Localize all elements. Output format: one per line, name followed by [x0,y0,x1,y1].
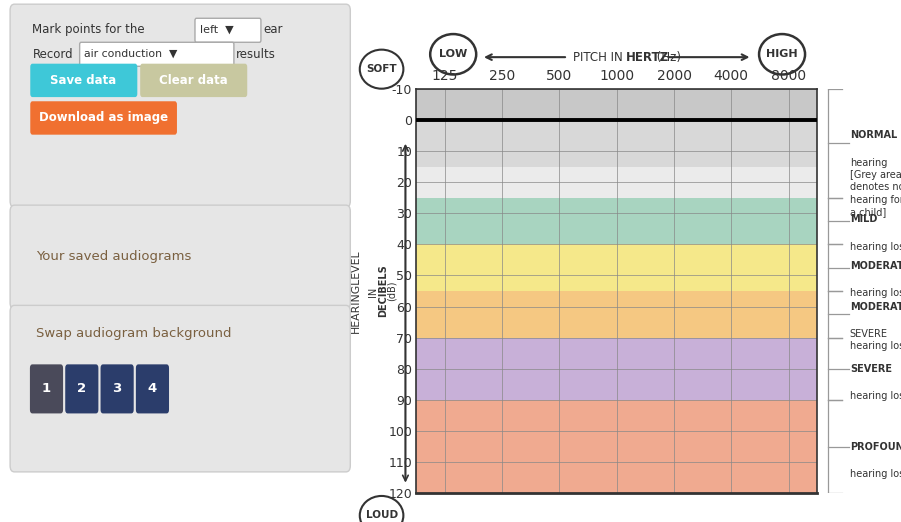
Text: Swap audiogram background: Swap audiogram background [36,327,232,339]
Text: hearing loss: hearing loss [850,242,901,252]
Bar [416,167,817,198]
Text: Record: Record [32,48,73,61]
Text: HERTZ: HERTZ [626,51,669,64]
FancyBboxPatch shape [65,364,98,413]
FancyBboxPatch shape [136,364,169,413]
Text: SOFT: SOFT [367,64,396,74]
FancyBboxPatch shape [101,364,133,413]
Text: MODERATE: MODERATE [850,261,901,271]
Text: air conduction  ▼: air conduction ▼ [84,49,177,59]
FancyBboxPatch shape [10,305,350,472]
Text: 2: 2 [77,383,86,395]
Text: LOUD: LOUD [366,511,397,520]
Text: Mark points for the: Mark points for the [32,23,145,36]
Text: LOW: LOW [439,49,468,60]
FancyBboxPatch shape [79,42,234,66]
Text: NORMAL: NORMAL [850,130,897,140]
Text: Clear data: Clear data [159,74,228,87]
Text: hearing loss: hearing loss [850,469,901,479]
Text: (dB): (dB) [387,281,397,301]
FancyBboxPatch shape [30,364,63,413]
Text: IN: IN [369,284,379,298]
Text: 1: 1 [42,383,51,395]
Text: SEVERE: SEVERE [850,364,892,374]
Text: 3: 3 [113,383,122,395]
Text: SEVERE
hearing loss: SEVERE hearing loss [850,329,901,351]
FancyBboxPatch shape [10,205,350,309]
FancyBboxPatch shape [31,64,137,97]
FancyBboxPatch shape [31,101,177,135]
Text: MODERATELY: MODERATELY [850,302,901,312]
Bar [416,89,817,120]
Text: (Hz): (Hz) [653,51,681,64]
Text: left  ▼: left ▼ [200,25,234,35]
Text: ear: ear [263,23,283,36]
Text: hearing
[Grey area
denotes normal
hearing for
a child]: hearing [Grey area denotes normal hearin… [850,158,901,217]
Bar [416,198,817,244]
Text: MILD: MILD [850,215,878,224]
Text: hearing loss: hearing loss [850,288,901,299]
Bar [416,244,817,291]
Bar [416,120,817,167]
Text: HIGH: HIGH [766,49,798,60]
Text: PROFOUND: PROFOUND [850,442,901,452]
Text: Your saved audiograms: Your saved audiograms [36,251,191,263]
Bar [416,338,817,400]
FancyBboxPatch shape [141,64,247,97]
Text: Save data: Save data [50,74,117,87]
FancyBboxPatch shape [10,4,350,207]
FancyBboxPatch shape [195,18,261,42]
Text: HEARINGLEVEL: HEARINGLEVEL [350,249,361,333]
Text: results: results [236,48,276,61]
Text: hearing loss: hearing loss [850,391,901,401]
Text: PITCH IN: PITCH IN [573,51,627,64]
Text: Download as image: Download as image [39,112,168,124]
Text: 4: 4 [148,383,157,395]
Bar [416,400,817,493]
Text: DECIBELS: DECIBELS [378,265,388,317]
Bar [416,291,817,338]
